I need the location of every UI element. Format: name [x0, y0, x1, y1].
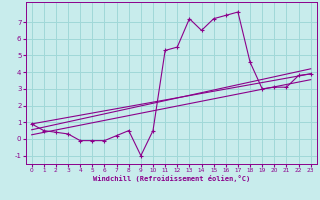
X-axis label: Windchill (Refroidissement éolien,°C): Windchill (Refroidissement éolien,°C) — [92, 175, 250, 182]
